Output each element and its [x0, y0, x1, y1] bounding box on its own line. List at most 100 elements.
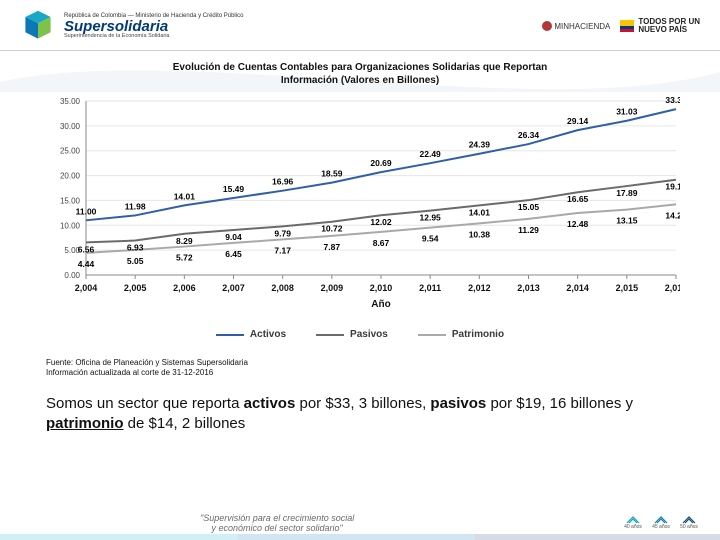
svg-text:17.89: 17.89	[616, 188, 638, 198]
svg-text:15.49: 15.49	[223, 184, 245, 194]
svg-text:9.54: 9.54	[422, 234, 439, 244]
svg-text:16.65: 16.65	[567, 194, 589, 204]
svg-text:9.79: 9.79	[274, 228, 291, 238]
footer-icon-40-label: 40 años	[624, 525, 642, 530]
supersolidaria-cube-icon	[20, 8, 56, 44]
minhacienda-emblem-icon	[542, 21, 552, 31]
svg-text:20.69: 20.69	[370, 158, 392, 168]
svg-text:10.38: 10.38	[469, 229, 491, 239]
summary-activos-label: activos	[244, 395, 296, 412]
summary-prefix: Somos un sector que reporta	[46, 395, 244, 412]
summary-activos-val: por $33, 3 billones,	[295, 395, 430, 412]
footer-icon-40: 40 años	[622, 510, 644, 532]
footnote-line2: Información actualizada al corte de 31-1…	[46, 368, 720, 378]
svg-text:6.93: 6.93	[127, 243, 144, 253]
svg-text:14.21: 14.21	[665, 210, 680, 220]
svg-text:7.87: 7.87	[324, 242, 341, 252]
svg-text:11.00: 11.00	[76, 206, 97, 216]
footnote-line1: Fuente: Oficina de Planeación y Sistemas…	[46, 358, 720, 368]
svg-text:2,015: 2,015	[616, 283, 639, 293]
legend-activos: Activos	[216, 329, 286, 340]
minhacienda-logo: MINHACIENDA	[542, 21, 610, 31]
svg-text:11.98: 11.98	[125, 201, 146, 211]
svg-text:14.01: 14.01	[174, 191, 196, 201]
svg-text:24.39: 24.39	[469, 140, 491, 150]
svg-text:4.44: 4.44	[78, 259, 95, 269]
footer-icon-45: 45 años	[650, 510, 672, 532]
chart-title-line1: Evolución de Cuentas Contables para Orga…	[0, 61, 720, 74]
svg-text:10.72: 10.72	[321, 224, 343, 234]
svg-text:15.05: 15.05	[518, 202, 540, 212]
summary-text: Somos un sector que reporta activos por …	[46, 394, 674, 435]
svg-text:6.56: 6.56	[78, 244, 95, 254]
svg-text:14.01: 14.01	[469, 207, 491, 217]
brand-logo: República de Colombia — Ministerio de Ha…	[20, 8, 243, 44]
summary-patrimonio-label: patrimonio	[46, 415, 124, 432]
svg-text:33.37: 33.37	[665, 95, 680, 105]
svg-text:2,006: 2,006	[173, 283, 196, 293]
footer-icon-50: 50 años	[678, 510, 700, 532]
svg-text:5.72: 5.72	[176, 253, 193, 263]
svg-text:26.34: 26.34	[518, 130, 540, 140]
nuevo-pais-logo: TODOS POR UN NUEVO PAÍS	[620, 18, 700, 34]
line-chart: 0.005.0010.0015.0020.0025.0030.0035.002,…	[40, 95, 680, 325]
svg-text:29.14: 29.14	[567, 116, 589, 126]
legend-color-activos	[216, 334, 244, 336]
svg-text:13.15: 13.15	[616, 216, 638, 226]
svg-text:6.45: 6.45	[225, 249, 242, 259]
legend-label-activos: Activos	[250, 329, 286, 340]
legend-color-pasivos	[316, 334, 344, 336]
svg-text:2,004: 2,004	[75, 283, 98, 293]
summary-pasivos-val: por $19, 16 billones y	[486, 395, 633, 412]
svg-text:2,014: 2,014	[566, 283, 589, 293]
svg-text:2,011: 2,011	[419, 283, 441, 293]
chart-title-line2: Información (Valores en Billones)	[0, 74, 720, 87]
footer-icon-45-label: 45 años	[652, 525, 670, 530]
svg-text:8.67: 8.67	[373, 238, 390, 248]
svg-text:22.49: 22.49	[420, 149, 442, 159]
header-bar: República de Colombia — Ministerio de Ha…	[0, 0, 720, 51]
legend-pasivos: Pasivos	[316, 329, 388, 340]
svg-text:7.17: 7.17	[274, 245, 291, 255]
legend-patrimonio: Patrimonio	[418, 329, 504, 340]
svg-text:10.00: 10.00	[60, 221, 81, 230]
brand-tagline: Superintendencia de la Economía Solidari…	[64, 34, 243, 40]
svg-text:2,009: 2,009	[321, 283, 344, 293]
minhacienda-label: MINHACIENDA	[554, 22, 610, 31]
svg-text:2,013: 2,013	[517, 283, 540, 293]
chart-title: Evolución de Cuentas Contables para Orga…	[0, 61, 720, 87]
footer-quote-line2: y económico del sector solidario"	[200, 524, 354, 534]
footer-icons: 40 años 45 años 50 años	[622, 510, 700, 532]
svg-text:30.00: 30.00	[60, 122, 81, 131]
svg-text:19.16: 19.16	[665, 182, 680, 192]
footer-color-strip	[0, 534, 720, 540]
legend-color-patrimonio	[418, 334, 446, 336]
hands-icon	[653, 513, 669, 525]
svg-text:2,007: 2,007	[222, 283, 245, 293]
svg-text:25.00: 25.00	[60, 147, 81, 156]
legend-label-patrimonio: Patrimonio	[452, 329, 504, 340]
page-footer: "Supervisión para el crecimiento social …	[0, 500, 720, 540]
svg-text:2,016: 2,016	[665, 283, 680, 293]
summary-patrimonio-val: de $14, 2 billones	[124, 415, 246, 432]
svg-text:2,008: 2,008	[271, 283, 294, 293]
svg-text:9.04: 9.04	[225, 232, 242, 242]
hands-icon	[681, 513, 697, 525]
chart-footnote: Fuente: Oficina de Planeación y Sistemas…	[46, 358, 720, 378]
footer-icon-50-label: 50 años	[680, 525, 698, 530]
nuevo-pais-line2: NUEVO PAÍS	[638, 26, 700, 34]
svg-text:2,005: 2,005	[124, 283, 147, 293]
legend-label-pasivos: Pasivos	[350, 329, 388, 340]
brand-name: Supersolidaria	[64, 19, 243, 34]
svg-text:2,010: 2,010	[370, 283, 393, 293]
svg-text:16.96: 16.96	[272, 177, 294, 187]
svg-text:20.00: 20.00	[60, 172, 81, 181]
svg-text:12.95: 12.95	[420, 213, 442, 223]
svg-text:12.02: 12.02	[370, 217, 392, 227]
svg-text:8.29: 8.29	[176, 236, 193, 246]
colombia-flag-icon	[620, 20, 634, 32]
svg-text:12.48: 12.48	[567, 219, 589, 229]
chart-legend: Activos Pasivos Patrimonio	[0, 329, 720, 340]
svg-text:31.03: 31.03	[616, 107, 638, 117]
svg-text:5.05: 5.05	[127, 256, 144, 266]
